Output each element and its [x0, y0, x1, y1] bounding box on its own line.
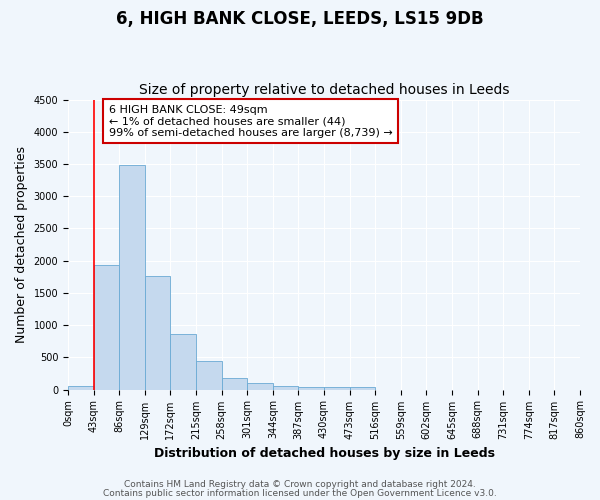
- Bar: [94, 265, 119, 390]
- Bar: [324, 387, 350, 390]
- Bar: [298, 387, 324, 390]
- Bar: [350, 387, 375, 390]
- Title: Size of property relative to detached houses in Leeds: Size of property relative to detached ho…: [139, 83, 509, 97]
- Text: 6, HIGH BANK CLOSE, LEEDS, LS15 9DB: 6, HIGH BANK CLOSE, LEEDS, LS15 9DB: [116, 10, 484, 28]
- Text: Contains HM Land Registry data © Crown copyright and database right 2024.: Contains HM Land Registry data © Crown c…: [124, 480, 476, 489]
- Bar: [68, 386, 94, 390]
- Bar: [196, 360, 221, 390]
- Bar: [221, 378, 247, 390]
- Bar: [170, 334, 196, 390]
- Text: Contains public sector information licensed under the Open Government Licence v3: Contains public sector information licen…: [103, 489, 497, 498]
- Bar: [247, 383, 273, 390]
- Y-axis label: Number of detached properties: Number of detached properties: [15, 146, 28, 343]
- Bar: [119, 164, 145, 390]
- Bar: [273, 386, 298, 390]
- X-axis label: Distribution of detached houses by size in Leeds: Distribution of detached houses by size …: [154, 447, 494, 460]
- Bar: [145, 276, 170, 390]
- Text: 6 HIGH BANK CLOSE: 49sqm
← 1% of detached houses are smaller (44)
99% of semi-de: 6 HIGH BANK CLOSE: 49sqm ← 1% of detache…: [109, 104, 393, 138]
